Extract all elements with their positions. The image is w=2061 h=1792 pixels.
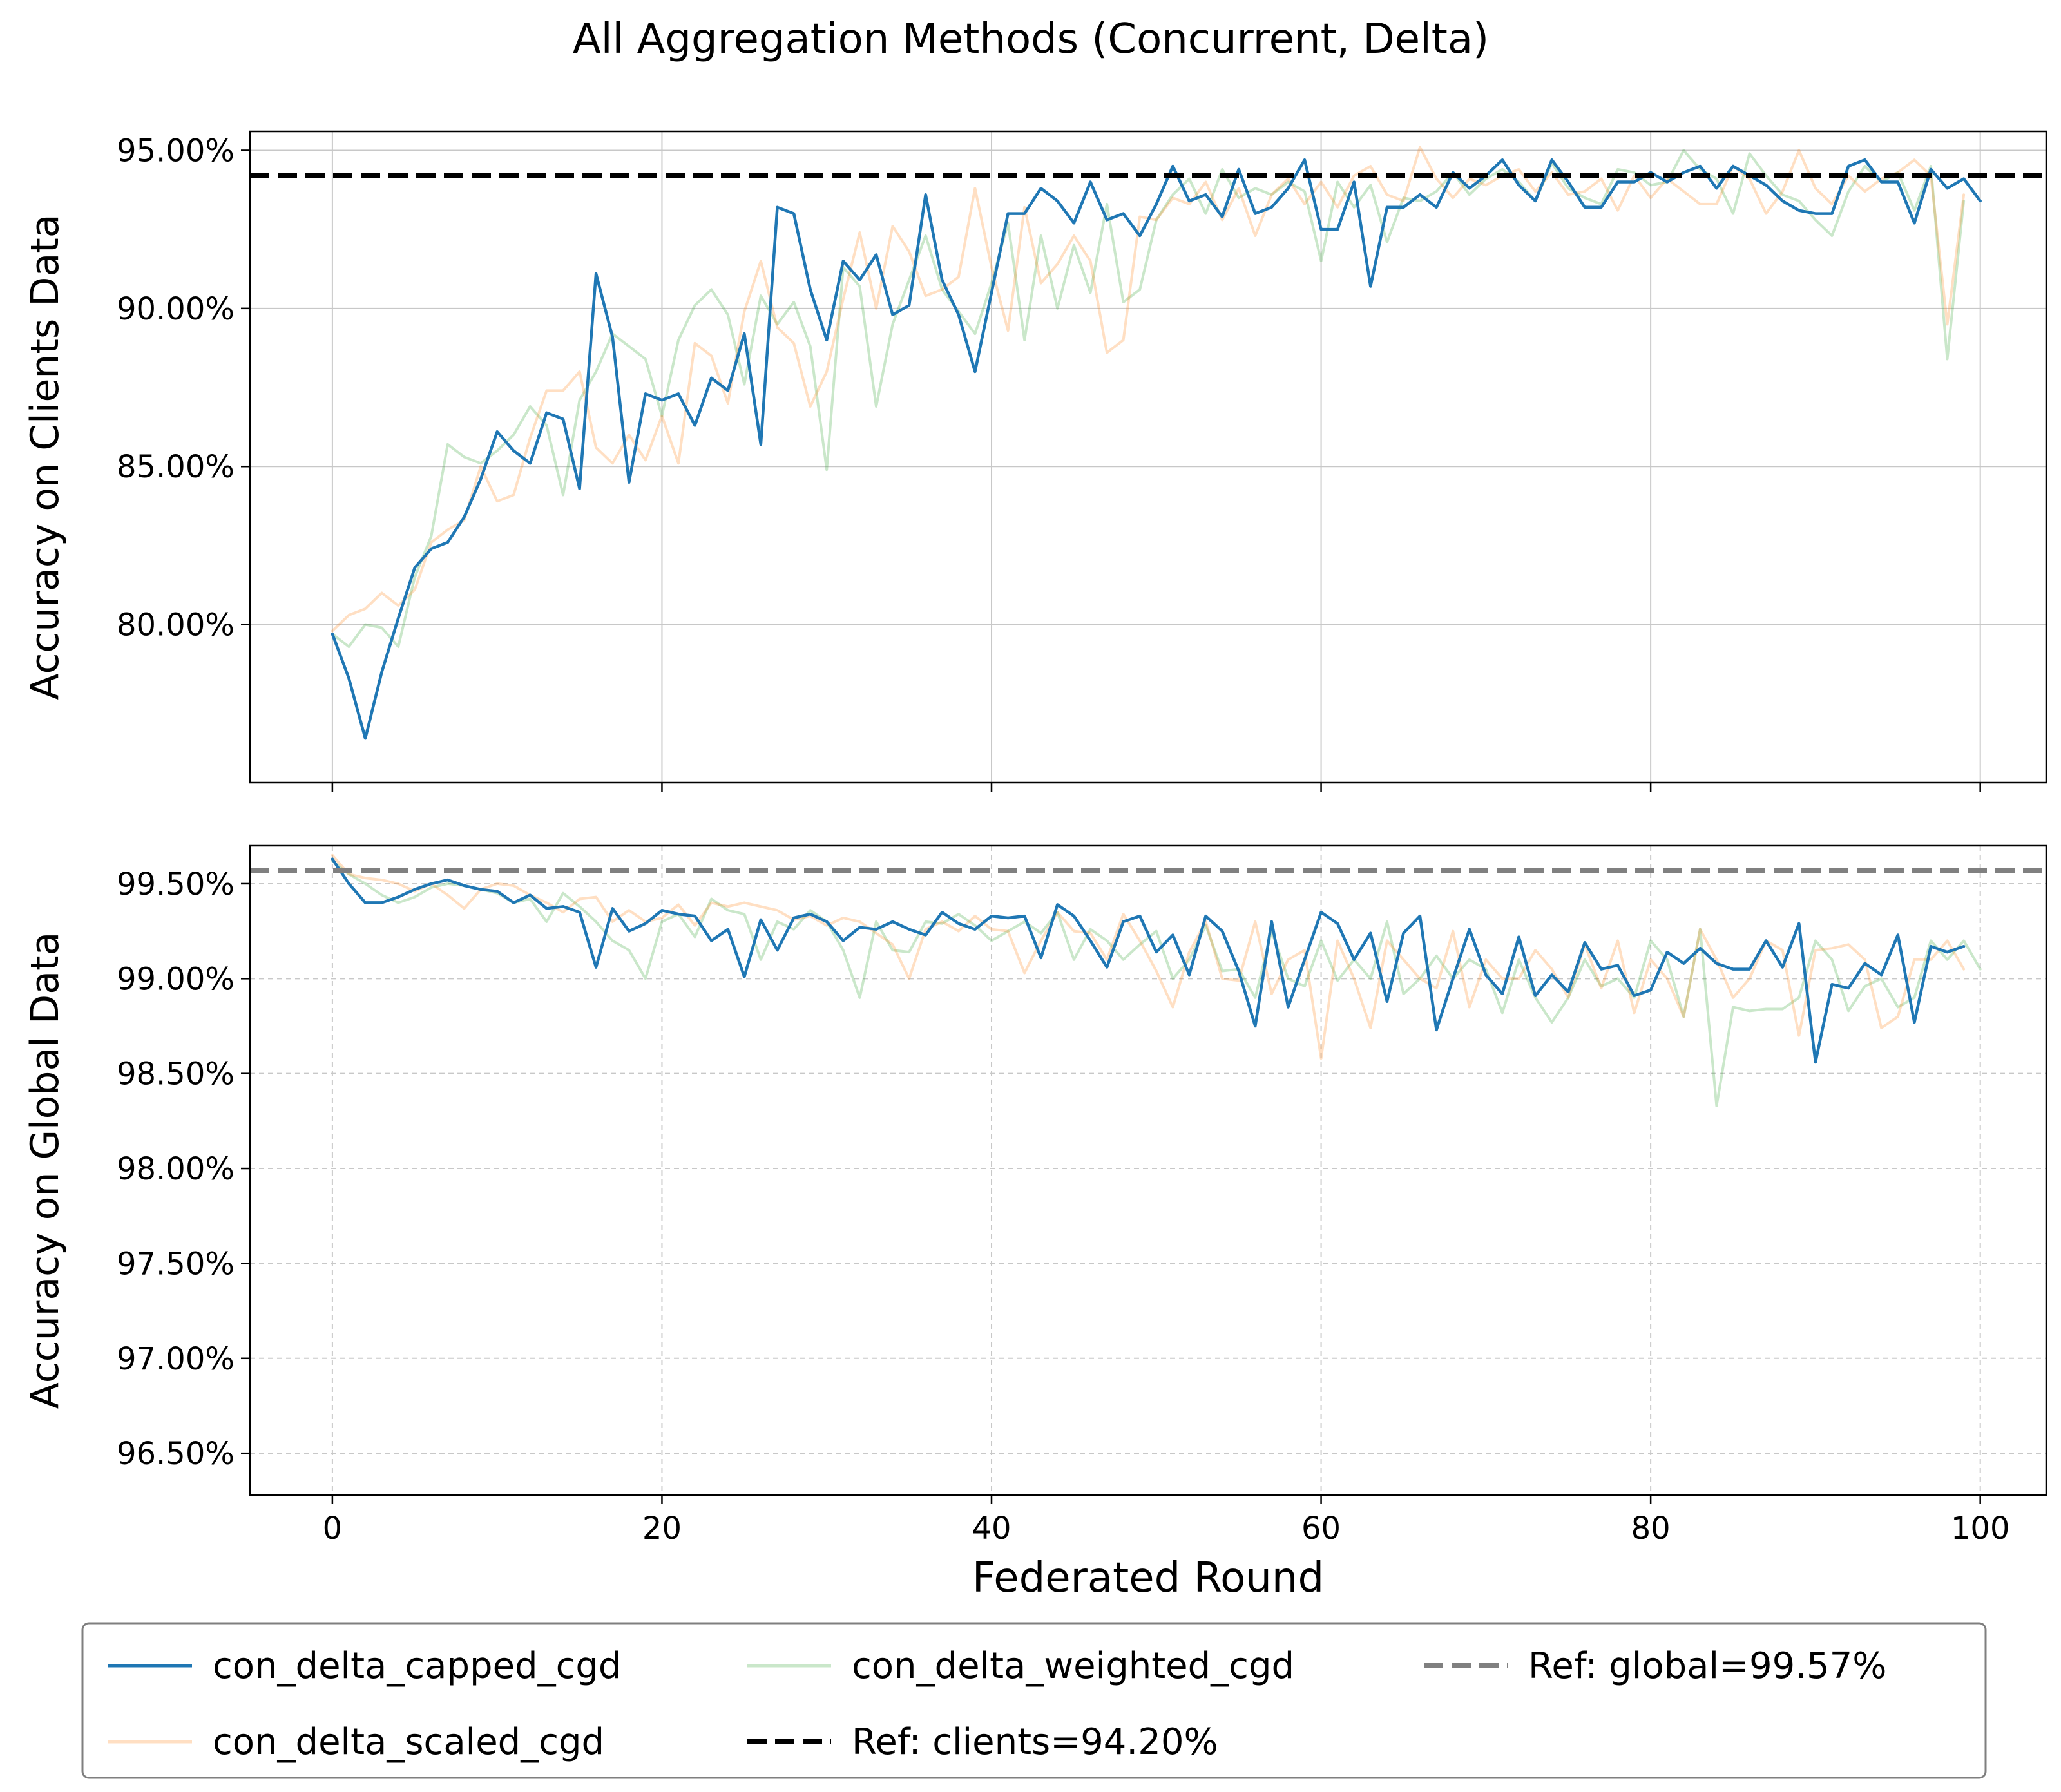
- y-tick-label: 90.00%: [117, 291, 235, 327]
- x-tick-label: 40: [972, 1511, 1011, 1547]
- series-line-capped: [331, 857, 1966, 1064]
- y-tick-label: 98.00%: [117, 1151, 235, 1187]
- legend-label: con_delta_scaled_cgd: [213, 1721, 604, 1763]
- y-tick-label: 96.50%: [117, 1436, 235, 1472]
- x-axis-label: Federated Round: [972, 1554, 1324, 1602]
- legend: con_delta_capped_cgd con_delta_scaled_cgd…: [81, 1622, 1987, 1779]
- legend-box: [81, 1622, 1987, 1779]
- legend-label: con_delta_capped_cgd: [213, 1645, 621, 1687]
- y-tick-label: 99.50%: [117, 866, 235, 902]
- y-tick-label: 99.00%: [117, 961, 235, 997]
- x-tick-label: 20: [642, 1511, 682, 1547]
- y-axis-label: Accuracy on Clients Data: [23, 214, 68, 700]
- y-tick-label: 80.00%: [117, 607, 235, 643]
- legend-label: Ref: clients=94.20%: [852, 1721, 1218, 1763]
- series-line-weighted: [331, 859, 1982, 1107]
- clients-accuracy-panel: 80.00% 85.00% 90.00% 95.00% Accuracy on Clie…: [23, 130, 2047, 792]
- x-tick-label: 0: [323, 1511, 343, 1547]
- y-tick-label: 97.50%: [117, 1246, 235, 1282]
- axes-frame: [249, 130, 2047, 784]
- legend-label: con_delta_weighted_cgd: [852, 1645, 1294, 1687]
- global-accuracy-panel: 0 20 40 60 80 100 96.50% 97.00% 97.50% 98.00% 98.5…: [23, 844, 2047, 1602]
- axes-frame: [249, 844, 2047, 1496]
- y-axis-label: Accuracy on Global Data: [23, 932, 68, 1409]
- series-line-weighted: [331, 149, 1966, 648]
- y-tick-label: 95.00%: [117, 133, 235, 169]
- series-line-scaled: [331, 853, 1966, 1060]
- x-tick-label: 60: [1301, 1511, 1341, 1547]
- y-tick-label: 85.00%: [117, 449, 235, 485]
- plot-area: [250, 853, 2046, 1107]
- y-tick-label: 97.00%: [117, 1341, 235, 1377]
- plot-area: [250, 146, 2046, 740]
- legend-label: Ref: global=99.57%: [1528, 1645, 1886, 1687]
- x-tick-label: 80: [1631, 1511, 1671, 1547]
- chart-title: All Aggregation Methods (Concurrent, Del…: [573, 15, 1489, 63]
- x-tick-label: 100: [1951, 1511, 2010, 1547]
- y-tick-label: 98.50%: [117, 1056, 235, 1092]
